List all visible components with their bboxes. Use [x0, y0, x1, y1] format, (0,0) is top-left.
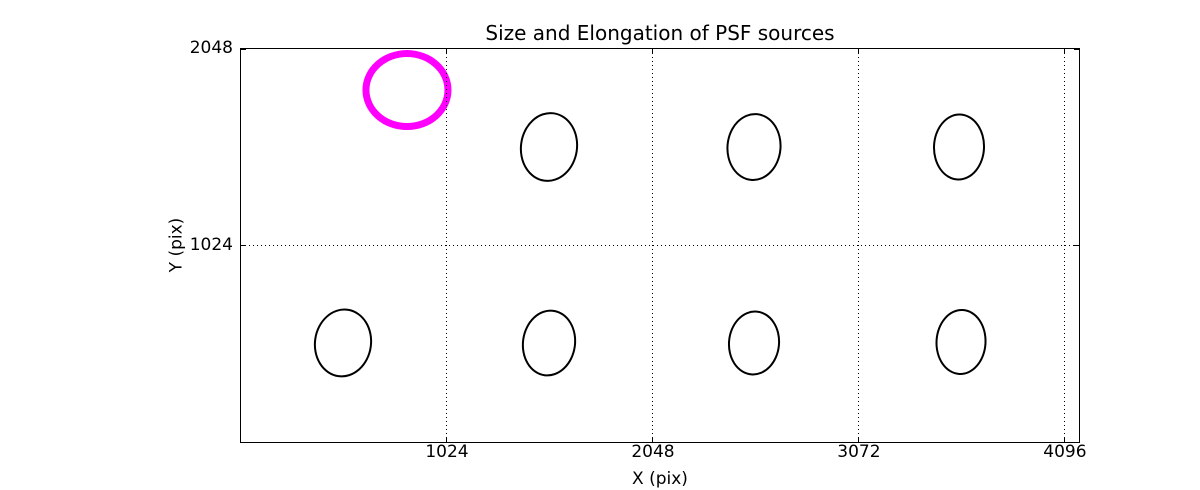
- psf-ellipse: [515, 108, 583, 186]
- y-tick-left: [241, 48, 246, 50]
- psf-ellipse: [725, 308, 783, 378]
- chart-title: Size and Elongation of PSF sources: [485, 21, 835, 45]
- y-axis-label: Y (pix): [166, 217, 187, 273]
- psf-ellipse: [517, 306, 581, 381]
- plot-area: 1024 2048 3072 4096 1024 2048: [190, 40, 1087, 461]
- x-tick-top: [652, 49, 654, 54]
- x-tick-label: 1024: [425, 442, 469, 462]
- gridline-horizontal: [241, 245, 1079, 246]
- psf-ellipse: [933, 308, 988, 377]
- x-tick-top: [446, 49, 448, 54]
- x-axis-label: X (pix): [632, 469, 688, 489]
- y-tick-right: [1074, 245, 1079, 246]
- y-tick-label: 1024: [189, 234, 233, 255]
- x-tick-top: [858, 49, 860, 54]
- y-tick-label: 2048: [189, 38, 233, 58]
- y-tick-left: [241, 245, 246, 246]
- y-tick-right: [1074, 48, 1079, 50]
- x-tick-bottom: [858, 437, 860, 442]
- psf-ellipse: [931, 112, 987, 182]
- x-tick-bottom: [446, 437, 448, 442]
- x-tick-top: [1064, 49, 1066, 54]
- psf-ellipse: [309, 304, 377, 382]
- x-tick-bottom: [652, 437, 654, 442]
- x-tick-label: 4096: [1043, 442, 1087, 462]
- x-tick-bottom: [1064, 437, 1066, 442]
- psf-ellipse: [723, 111, 785, 184]
- x-tick-label: 3072: [837, 442, 881, 462]
- x-tick-label: 2048: [631, 442, 675, 462]
- highlighted-psf-ellipse: [362, 50, 452, 131]
